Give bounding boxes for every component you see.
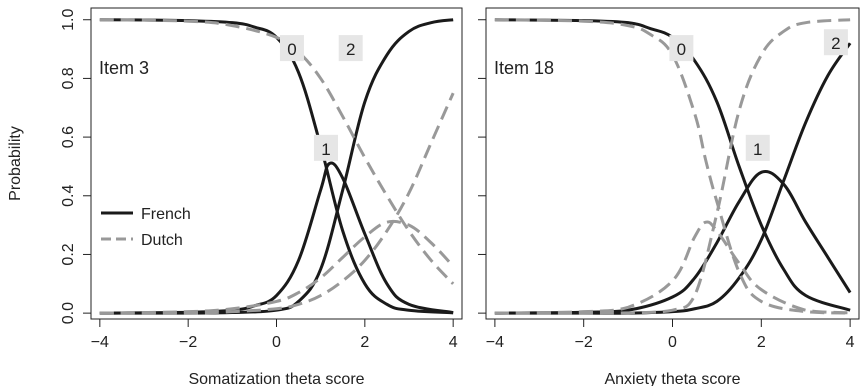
series-dutch-cat-1: [99, 219, 455, 315]
y-tick-label: 0.8: [60, 67, 77, 89]
series-french-cat-2: [99, 18, 454, 315]
x-axis-title: Anxiety theta score: [604, 371, 740, 386]
category-label-box: [823, 29, 848, 56]
series-french-cat-1: [494, 170, 852, 315]
y-tick-label: 0.4: [60, 185, 77, 207]
category-label: 0: [677, 40, 686, 59]
item-label: Item 18: [494, 58, 554, 78]
category-label-box: [745, 134, 770, 161]
x-tick-label: 2: [360, 334, 369, 351]
x-tick-label: 4: [449, 334, 458, 351]
legend: French Dutch: [101, 206, 191, 249]
series-french-cat-0: [99, 18, 454, 315]
x-tick-label: −2: [179, 334, 197, 351]
x-tick-label: 0: [668, 334, 677, 351]
plot-frame: [90, 7, 463, 320]
x-axis-title: Somatization theta score: [188, 371, 364, 386]
legend-entry-french: French: [141, 206, 191, 223]
legend-entry-dutch: Dutch: [141, 232, 183, 249]
category-label: 2: [346, 40, 355, 59]
y-axis-title: Probability: [7, 126, 24, 201]
y-tick-label: 1.0: [60, 9, 77, 31]
series-dutch-cat-2: [99, 92, 455, 315]
category-label: 1: [753, 140, 762, 159]
series-french-cat-0: [494, 18, 851, 312]
chart-panel-2: −4 −2 0 2 4 Anxiety theta score 0 1 2 Item 18: [478, 7, 860, 386]
series-dutch-cat-2: [494, 18, 851, 315]
y-tick-label: 0.6: [60, 126, 77, 148]
series-dutch-cat-0: [494, 18, 851, 315]
category-label-box: [279, 35, 304, 62]
x-tick-label: −4: [486, 334, 504, 351]
category-label-box: [338, 35, 363, 62]
series-french-cat-2: [494, 42, 852, 315]
x-tick-label: 2: [757, 334, 766, 351]
category-label-box: [669, 35, 694, 62]
item-label: Item 3: [99, 58, 149, 78]
x-tick-label: 4: [846, 334, 855, 351]
category-label-box: [313, 134, 338, 161]
category-label: 2: [831, 34, 840, 53]
y-tick-label: 0.2: [60, 243, 77, 265]
chart-panel-1: −4 −2 0 2 4 0.0 0.2 0.4 0.6 0.8 1.0 Somatization th…: [7, 7, 463, 386]
category-label: 1: [321, 140, 330, 159]
category-label: 0: [287, 40, 296, 59]
x-tick-label: −2: [575, 334, 593, 351]
series-dutch-cat-1: [494, 220, 851, 315]
x-tick-label: −4: [91, 334, 109, 351]
series-dutch-cat-0: [99, 18, 455, 285]
x-tick-label: 0: [272, 334, 281, 351]
y-tick-label: 0.0: [60, 302, 77, 324]
